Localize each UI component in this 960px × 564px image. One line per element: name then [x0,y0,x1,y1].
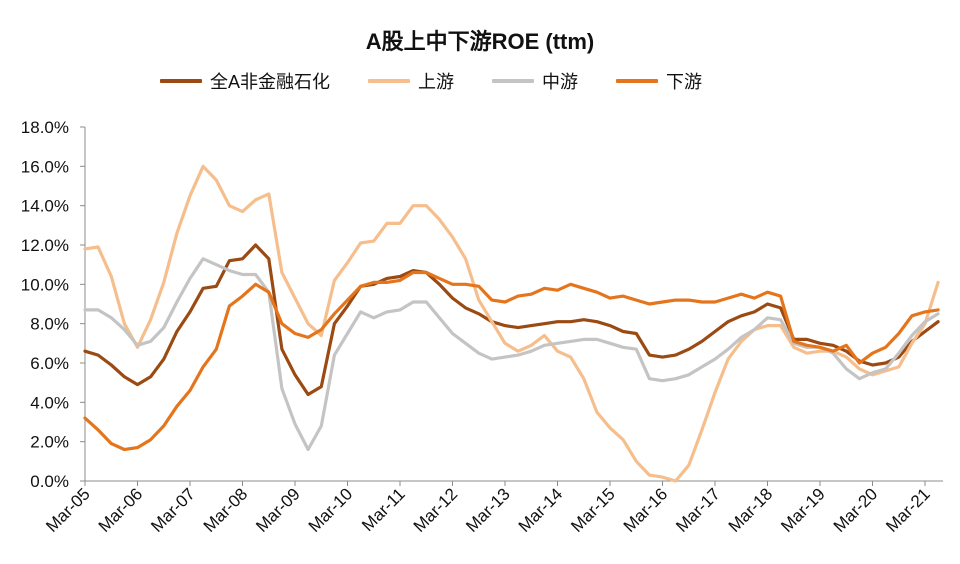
legend-swatch-0 [160,79,202,83]
legend-swatch-1 [368,79,411,83]
legend-item-1: 上游 [368,68,454,94]
chart-title: A股上中下游ROE (ttm) [365,29,595,54]
x-tick-label: Mar-07 [147,484,199,536]
chart-legend: 全A非金融石化 上游 中游 下游 [160,68,740,94]
legend-label-3: 下游 [666,72,703,92]
series-line-3 [83,270,940,452]
x-tick-label: Mar-16 [620,484,672,536]
x-tick-label: Mar-09 [252,484,304,536]
legend-item-0: 全A非金融石化 [160,68,330,94]
x-tick-label: Mar-18 [725,484,777,536]
x-tick-label: Mar-11 [358,484,409,535]
legend-swatch-3 [616,79,659,83]
y-tick-label: 2.0% [30,433,69,452]
legend-label-2: 中游 [542,72,579,92]
legend-item-2: 中游 [492,68,578,94]
y-tick-label: 14.0% [21,197,69,216]
y-tick-label: 12.0% [21,236,69,255]
series-line-1 [83,164,940,483]
x-tick-label: Mar-08 [200,484,252,536]
legend-label-0: 全A非金融石化 [210,72,331,92]
y-tick-label: 6.0% [30,354,69,373]
x-tick-label: Mar-19 [777,484,829,536]
y-tick-label: 8.0% [30,315,69,334]
y-tick-label: 4.0% [30,393,69,412]
x-tick-label: Mar-17 [672,484,724,536]
x-tick-label: Mar-14 [515,484,567,536]
x-tick-label: Mar-05 [42,484,94,536]
x-tick-label: Mar-10 [305,484,357,536]
y-tick-label: 18.0% [21,118,69,137]
y-tick-label: 0.0% [30,472,69,491]
x-tick-label: Mar-20 [830,484,882,536]
x-tick-label: Mar-15 [567,484,619,536]
series-line-0 [83,243,940,397]
legend-label-1: 上游 [418,72,455,92]
y-tick-label: 16.0% [21,157,69,176]
x-tick-label: Mar-12 [410,484,462,536]
x-tick-label: Mar-21 [882,484,934,536]
y-tick-label: 10.0% [21,275,69,294]
legend-item-3: 下游 [616,68,702,94]
x-tick-label: Mar-06 [95,484,147,536]
legend-swatch-2 [492,79,535,83]
x-tick-label: Mar-13 [462,484,514,536]
series-line-2 [83,257,940,452]
